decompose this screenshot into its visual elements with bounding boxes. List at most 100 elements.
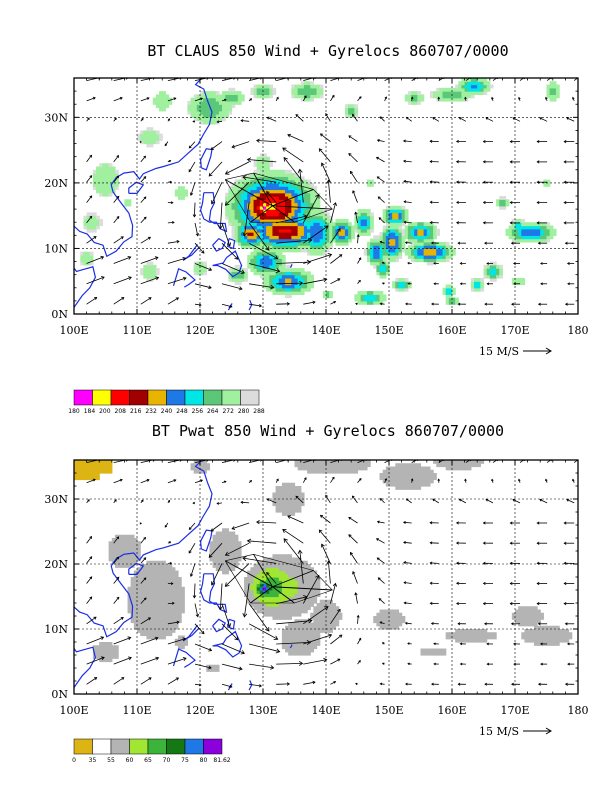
- field-cell: [537, 625, 541, 630]
- field-cell: [155, 586, 160, 591]
- field-cell: [159, 570, 163, 575]
- field-cell: [83, 255, 88, 259]
- wind-vector: [282, 147, 304, 163]
- wind-vector-head: [437, 478, 441, 481]
- wind-vector-head: [139, 140, 142, 144]
- field-cell: [168, 632, 173, 637]
- wind-vector-head: [116, 154, 120, 158]
- field-cell: [263, 603, 267, 607]
- field-cell: [272, 173, 277, 177]
- field-cell: [152, 609, 157, 614]
- field-cell: [338, 460, 343, 464]
- field-cell: [137, 609, 141, 614]
- field-cell: [398, 209, 403, 213]
- field-cell: [263, 560, 267, 565]
- field-cell: [168, 97, 173, 102]
- wind-vector: [86, 460, 100, 463]
- field-cell: [86, 222, 91, 227]
- field-cell: [263, 189, 267, 194]
- field-cell: [294, 192, 299, 197]
- field-cell: [259, 209, 264, 213]
- field-cell: [297, 567, 302, 572]
- field-cell: [231, 202, 236, 207]
- field-cell: [389, 479, 393, 484]
- field-cell: [259, 176, 264, 181]
- field-cell: [291, 609, 296, 614]
- field-cell: [281, 264, 286, 269]
- field-cell: [291, 202, 296, 207]
- field-cell: [297, 580, 302, 585]
- field-cell: [259, 84, 264, 89]
- field-cell: [527, 632, 532, 637]
- field-cell: [222, 534, 226, 539]
- field-cell: [496, 274, 500, 279]
- field-cell: [426, 235, 431, 240]
- wind-vector: [266, 498, 277, 504]
- field-cell: [86, 476, 91, 481]
- wind-vector-head: [120, 616, 124, 620]
- field-cell: [461, 78, 466, 82]
- field-cell: [177, 635, 182, 640]
- field-cell: [275, 489, 280, 494]
- field-cell: [159, 606, 163, 611]
- field-cell: [263, 91, 267, 95]
- field-cell: [285, 495, 289, 500]
- field-cell: [480, 281, 485, 286]
- field-cell: [263, 261, 267, 266]
- field-cell: [278, 612, 283, 617]
- field-cell: [177, 583, 182, 588]
- field-cell: [140, 570, 144, 575]
- field-cell: [285, 632, 289, 637]
- field-cell: [212, 557, 217, 562]
- field-cell: [442, 251, 447, 256]
- field-cell: [105, 466, 110, 471]
- field-cell: [307, 277, 311, 282]
- field-cell: [310, 189, 314, 194]
- field-cell: [423, 258, 428, 263]
- wind-vector-head: [146, 478, 150, 482]
- field-cell: [259, 215, 264, 220]
- wind-vector: [194, 263, 212, 271]
- field-cell: [269, 225, 274, 230]
- field-cell: [137, 593, 141, 598]
- field-cell: [259, 599, 264, 604]
- field-cell: [102, 460, 107, 464]
- field-cell: [272, 495, 277, 500]
- wind-vector: [231, 522, 250, 530]
- coastline: [128, 562, 145, 576]
- wind-vector-head: [323, 225, 329, 230]
- field-cell: [114, 169, 119, 174]
- wind-vector: [221, 663, 243, 670]
- field-cell: [89, 255, 94, 259]
- field-cell: [168, 603, 173, 607]
- wind-vector: [220, 202, 223, 229]
- field-cell: [294, 590, 299, 594]
- field-cell: [108, 544, 113, 549]
- field-cell: [436, 651, 440, 656]
- field-cell: [263, 609, 267, 614]
- field-cell: [515, 238, 519, 243]
- wind-vector: [86, 155, 92, 163]
- field-cell: [171, 619, 176, 624]
- coastline: [227, 618, 236, 630]
- field-layer: [74, 460, 578, 694]
- field-cell: [455, 297, 459, 302]
- field-cell: [533, 642, 538, 646]
- field-cell: [486, 274, 491, 279]
- field-cell: [184, 192, 188, 197]
- field-cell: [281, 238, 286, 243]
- wind-vector: [194, 303, 202, 306]
- field-cell: [256, 91, 261, 95]
- field-cell: [335, 238, 340, 243]
- field-cell: [537, 629, 541, 633]
- field-cell: [329, 460, 333, 464]
- field-cell: [552, 81, 557, 86]
- field-cell: [190, 97, 195, 102]
- field-cell: [187, 104, 192, 109]
- field-cell: [294, 284, 299, 289]
- x-tick-label: 150E: [374, 324, 403, 337]
- field-cell: [338, 218, 343, 223]
- colorbar-swatch: [240, 389, 260, 406]
- wind-vector: [348, 153, 358, 163]
- field-cell: [200, 264, 204, 269]
